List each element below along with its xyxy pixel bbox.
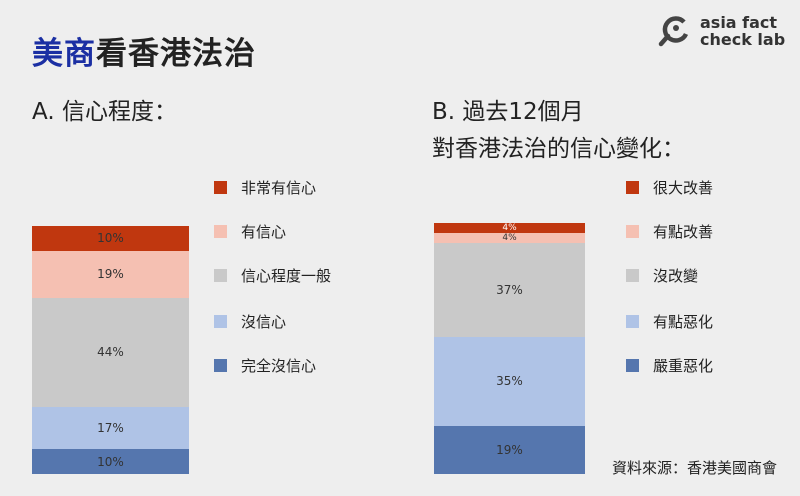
legend-swatch (214, 181, 227, 194)
legend-label: 有點惡化 (653, 313, 714, 331)
logo-line1: asia fact (700, 13, 778, 32)
legend-label: 完全沒信心 (241, 357, 317, 375)
legend-swatch (214, 359, 227, 372)
chart-b-segment-4: 35% (434, 337, 585, 426)
chart-a-data-label: 10% (97, 231, 124, 246)
legend-swatch (626, 269, 639, 282)
chart-b-legend-item: 有點惡化 (626, 311, 713, 332)
chart-a-segment-5: 10% (32, 449, 189, 474)
chart-b-segment-5: 19% (434, 425, 585, 474)
legend-swatch (626, 225, 639, 238)
chart-a-data-label: 44% (97, 345, 124, 360)
chart-b-segment-2: 4% (434, 233, 585, 244)
chart-b-data-label: 35% (496, 374, 523, 389)
page-title: 美商看香港法治 (32, 28, 256, 73)
source-note: 資料來源：香港美國商會 (612, 459, 778, 477)
chart-a-segment-3: 44% (32, 297, 189, 408)
chart-b-legend-item: 嚴重惡化 (626, 355, 713, 376)
chart-a-segment-1: 10% (32, 226, 189, 251)
logo-line2: check lab (700, 30, 786, 49)
chart-a-legend-item: 非常有信心 (214, 177, 316, 198)
legend-label: 很大改善 (653, 179, 714, 197)
chart-a-data-label: 19% (97, 267, 124, 282)
chart-b-data-label: 4% (502, 223, 517, 234)
legend-label: 信心程度一般 (241, 267, 332, 285)
legend-label: 沒改變 (653, 267, 699, 285)
chart-b-segment-1: 4% (434, 223, 585, 234)
chart-a-bar: 10% 19% 44% 17% 10% (32, 226, 189, 474)
chart-a-title: A. 信心程度： (32, 94, 177, 131)
chart-b-segment-3: 37% (434, 243, 585, 338)
chart-b-data-label: 37% (496, 283, 523, 298)
legend-swatch (214, 315, 227, 328)
legend-label: 有信心 (241, 223, 287, 241)
chart-a-segment-4: 17% (32, 407, 189, 450)
chart-b-legend-item: 有點改善 (626, 221, 713, 242)
chart-b-data-label: 4% (502, 233, 517, 244)
legend-label: 沒信心 (241, 313, 287, 331)
title-rest: 看香港法治 (96, 36, 256, 72)
chart-b-title-line2: 對香港法治的信心變化： (432, 136, 685, 162)
chart-a-segment-2: 19% (32, 250, 189, 298)
chart-b-bar: 4% 4% 37% 35% 19% (434, 223, 585, 474)
chart-a-title-line: A. 信心程度： (32, 99, 177, 125)
chart-b-data-label: 19% (496, 442, 523, 457)
legend-label: 有點改善 (653, 223, 714, 241)
chart-b-title: B. 過去12個月對香港法治的信心變化： (432, 94, 685, 168)
legend-swatch (626, 181, 639, 194)
logo: asia fact check lab (658, 12, 785, 50)
chart-a-data-label: 10% (97, 454, 124, 469)
legend-label: 非常有信心 (241, 179, 317, 197)
chart-b-legend-item: 很大改善 (626, 177, 713, 198)
legend-swatch (214, 225, 227, 238)
chart-b-title-line1: B. 過去12個月 (432, 99, 584, 125)
chart-a-legend-item: 完全沒信心 (214, 355, 316, 376)
chart-b-legend-item: 沒改變 (626, 265, 698, 286)
title-highlight: 美商 (32, 36, 96, 72)
legend-label: 嚴重惡化 (653, 357, 714, 375)
chart-a-legend-item: 信心程度一般 (214, 265, 331, 286)
chart-a-legend-item: 有信心 (214, 221, 286, 242)
magnifier-logo-icon (658, 16, 689, 47)
legend-swatch (214, 269, 227, 282)
chart-a-data-label: 17% (97, 421, 124, 436)
legend-swatch (626, 359, 639, 372)
legend-swatch (626, 315, 639, 328)
chart-a-legend-item: 沒信心 (214, 311, 286, 332)
